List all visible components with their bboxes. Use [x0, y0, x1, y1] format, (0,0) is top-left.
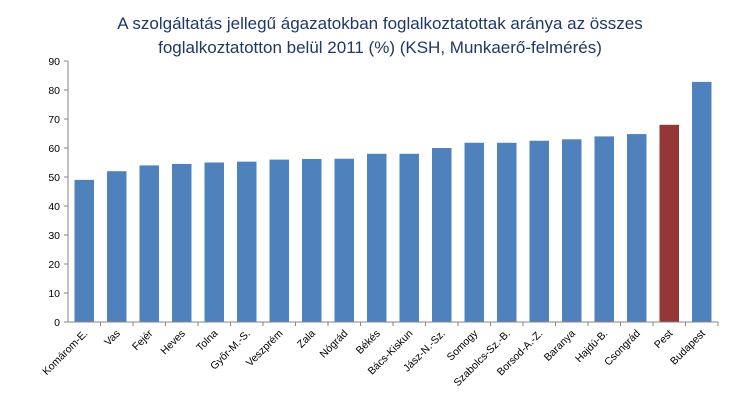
x-tick-label: Zala — [295, 328, 318, 351]
bar — [562, 139, 582, 322]
bar — [464, 142, 484, 322]
bar — [139, 165, 159, 322]
bar — [237, 161, 257, 322]
x-tick-label: Budapest — [668, 328, 708, 368]
x-tick-label: Nógrád — [318, 328, 351, 361]
x-tick-label: Tolna — [194, 328, 220, 354]
bar — [334, 158, 354, 322]
bar — [399, 153, 419, 322]
bar — [107, 171, 127, 322]
bar — [692, 81, 712, 322]
bar — [367, 153, 387, 322]
y-tick-label: 30 — [48, 230, 60, 242]
x-tick-label: Szabolcs-Sz.-B. — [452, 328, 513, 389]
x-tick-label: Baranya — [542, 328, 578, 364]
y-axis: 0 10 20 30 40 50 60 70 80 90 — [48, 56, 69, 329]
bar — [529, 140, 549, 322]
bar — [302, 159, 322, 322]
y-tick-label: 10 — [48, 288, 60, 300]
y-tick-label: 70 — [48, 114, 60, 126]
x-tick-label: Csongrád — [602, 328, 643, 369]
x-tick-label: Pest — [652, 328, 675, 351]
y-tick-label: 80 — [48, 85, 60, 97]
bar — [172, 163, 192, 322]
x-tick-label: Heves — [158, 328, 188, 358]
x-tick-label: Békés — [354, 328, 383, 357]
bar — [269, 159, 289, 322]
bar — [659, 124, 679, 322]
bar — [204, 162, 224, 322]
y-tick-label: 50 — [48, 172, 60, 184]
chart-title: A szolgáltatás jellegű ágazatokban fogla… — [40, 12, 720, 60]
x-tick-label: Vas — [102, 328, 123, 349]
x-tick-label: Komárom-E. — [40, 328, 90, 378]
y-tick-label: 40 — [48, 201, 60, 213]
bar — [627, 134, 647, 322]
chart-title-line-2: foglalkoztatotton belül 2011 (%) (KSH, M… — [158, 38, 602, 57]
y-tick-label: 0 — [54, 317, 60, 329]
x-tick-label: Fejér — [130, 327, 156, 353]
y-tick-label: 60 — [48, 143, 60, 155]
bar — [497, 142, 517, 322]
bars — [74, 81, 712, 322]
chart-title-line-1: A szolgáltatás jellegű ágazatokban fogla… — [117, 14, 643, 33]
bar — [432, 148, 452, 322]
bar — [594, 136, 614, 322]
y-tick-label: 90 — [48, 56, 60, 68]
x-axis: Komárom-E. Vas Fejér Heves TolnaGyőr-M.-S.Ve… — [40, 321, 719, 389]
bar — [74, 179, 94, 322]
y-tick-label: 20 — [48, 259, 60, 271]
